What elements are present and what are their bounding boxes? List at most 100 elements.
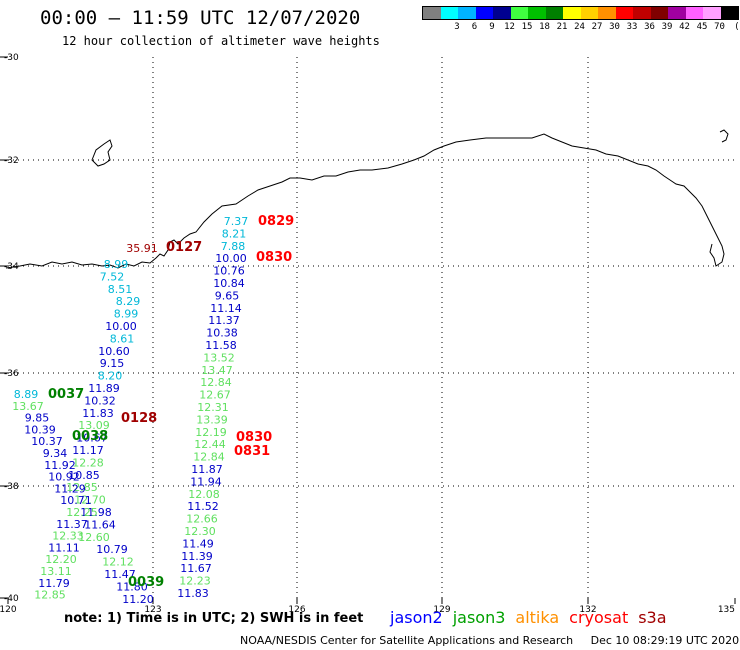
pass-time-label: 0127: [166, 240, 202, 255]
wave-height-value: 13.52: [203, 351, 235, 364]
longitude-label: 129: [433, 605, 450, 615]
wave-height-value: 12.66: [186, 513, 218, 526]
wave-height-value: 10.00: [215, 252, 247, 265]
wave-height-value: 10.67: [76, 432, 108, 445]
pass-time-label: 0830: [256, 250, 292, 265]
latitude-label: -36: [4, 369, 19, 379]
legend-swatch: [440, 7, 458, 19]
graticule: [8, 57, 735, 598]
latitude-label: -40: [4, 594, 19, 604]
wave-height-value: 12.33: [52, 530, 84, 543]
wave-height-value: 11.83: [177, 587, 209, 600]
wave-height-value: 10.85: [68, 469, 100, 482]
wave-height-value: 11.47: [104, 568, 136, 581]
legend-tick-label: 27: [591, 22, 603, 32]
wave-height-value: 11.89: [88, 382, 120, 395]
wave-height-value: 11.87: [191, 463, 223, 476]
wave-height-value: 12.85: [66, 481, 98, 494]
wave-height-value: 13.47: [201, 364, 233, 377]
legend-swatch: [545, 7, 563, 19]
wave-height-value: 13.67: [12, 400, 44, 413]
legend-swatch: [458, 7, 476, 19]
wave-height-value: 13.39: [196, 413, 228, 426]
wave-height-value: 9.15: [100, 357, 125, 370]
wave-height-value: 11.67: [180, 562, 212, 575]
wave-height-value: 12.84: [200, 376, 232, 389]
wave-height-value: 8.61: [110, 332, 135, 345]
pass-time-label: 0038: [72, 429, 108, 444]
legend-swatch: [510, 7, 528, 19]
wave-height-value: 8.51: [108, 283, 133, 296]
legend-swatch: [475, 7, 493, 19]
pass-time-label: 0830: [236, 430, 272, 445]
pass-time-label: 0039: [128, 575, 164, 590]
wave-height-value: 7.88: [221, 240, 246, 253]
wave-height-value: 8.99: [104, 258, 129, 271]
wave-height-value: 9.34: [43, 447, 68, 460]
wave-height-value: 12.08: [188, 488, 220, 501]
wave-height-value: 9.85: [25, 412, 50, 425]
legend-swatch: [615, 7, 633, 19]
legend-swatch: [580, 7, 598, 19]
legend-tick-label: 33: [626, 22, 638, 32]
wave-height-value: 12.67: [199, 389, 231, 402]
wave-height-value: 10.00: [105, 320, 137, 333]
wave-height-value: 12.19: [195, 426, 227, 439]
credit-line: NOAA/NESDIS Center for Satellite Applica…: [240, 634, 739, 647]
legend-swatch: [668, 7, 686, 19]
pass-time-label: 0037: [48, 387, 84, 402]
units-note: note: 1) Time is in UTC; 2) SWH is in fe…: [64, 611, 364, 626]
southeast-coast-fragment: [719, 129, 729, 143]
wave-height-value: 11.79: [38, 577, 70, 590]
wave-height-value: 35.91: [126, 242, 158, 255]
legend-swatch: [423, 7, 441, 19]
legend-swatch: [685, 7, 703, 19]
axis-ticks: [0, 56, 736, 604]
wave-height-value: 12.28: [72, 456, 104, 469]
wave-height-value: 12.30: [184, 525, 216, 538]
wave-height-value: 10.79: [96, 543, 128, 556]
wave-height-value: 12.84: [193, 451, 225, 464]
satellite-legend-jason2: jason2: [390, 608, 443, 627]
wave-height-value: 10.84: [213, 277, 245, 290]
satellite-legend-cryosat: cryosat: [569, 608, 629, 627]
wave-height-value: 7.37: [224, 215, 249, 228]
latitude-label: -38: [4, 482, 19, 492]
longitude-label: 135: [718, 605, 735, 615]
wave-height-value: 13.11: [40, 565, 72, 578]
wave-height-value: 11.37: [208, 314, 240, 327]
legend-tick-label: 18: [539, 22, 550, 32]
wave-height-value: 9.65: [215, 289, 240, 302]
wave-height-value: 11.83: [82, 407, 114, 420]
legend-unit: (ft): [734, 22, 740, 32]
wave-height-value: 12.85: [34, 589, 66, 602]
legend-tick-label: 12: [504, 22, 515, 32]
wave-height-value: 11.98: [80, 506, 112, 519]
wave-height-value: 12.20: [45, 553, 77, 566]
satellite-legend-jason3: jason3: [452, 608, 506, 627]
legend-tick-label: 39: [661, 22, 673, 32]
legend-tick-label: 42: [679, 22, 690, 32]
wave-height-value: 8.29: [116, 295, 141, 308]
wave-height-value: 12.23: [179, 575, 211, 588]
map-title: 00:00 – 11:59 UTC 12/07/2020: [40, 7, 361, 29]
wave-height-value: 10.32: [84, 394, 116, 407]
wave-height-value: 12.31: [197, 401, 229, 414]
legend-tick-label: 9: [489, 22, 495, 32]
wave-height-value: 11.92: [44, 459, 76, 472]
wave-height-value: 11.80: [116, 580, 148, 593]
longitude-label: 120: [0, 605, 17, 615]
coastline: [5, 129, 729, 269]
wave-height-value: 10.92: [48, 471, 80, 484]
latitude-label: -30: [4, 53, 19, 63]
legend-tick-label: 36: [644, 22, 655, 32]
legend-tick-label: 70: [714, 22, 725, 32]
legend-tick-label: 24: [574, 22, 585, 32]
legend-swatch: [650, 7, 668, 19]
wave-height-value: 10.60: [98, 345, 130, 358]
wave-height-values: 7.378.217.8810.0010.7610.849.6511.1411.3…: [12, 214, 294, 606]
wave-height-value: 11.11: [48, 541, 80, 554]
legend-swatch: [493, 7, 511, 19]
